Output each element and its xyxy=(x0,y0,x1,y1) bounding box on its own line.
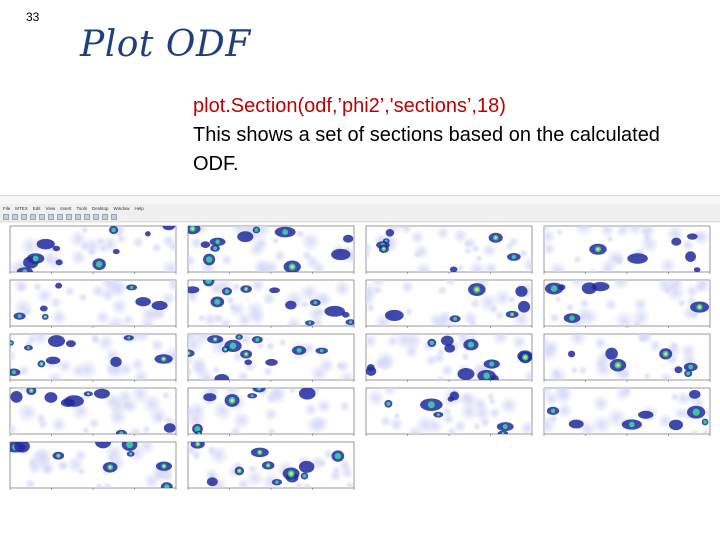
odf-sections-grid xyxy=(0,223,720,491)
odf-section-panel xyxy=(365,333,533,382)
odf-section-panel xyxy=(187,387,355,436)
print-icon[interactable] xyxy=(30,213,36,220)
odf-section-panel xyxy=(543,225,711,274)
zoom-in-icon[interactable] xyxy=(48,213,54,220)
pointer-icon[interactable] xyxy=(39,213,45,220)
odf-sections-canvas xyxy=(9,225,711,490)
odf-section-panel xyxy=(9,387,177,436)
odf-section-panel xyxy=(365,225,533,274)
slide-title: Plot ODF xyxy=(80,24,251,65)
odf-section-panel xyxy=(187,333,355,382)
brush-icon[interactable] xyxy=(93,213,99,220)
menu-item-insert[interactable]: Insert xyxy=(60,205,72,211)
zoom-out-icon[interactable] xyxy=(57,213,63,220)
odf-section-panel xyxy=(9,279,177,328)
menu-item-mtex[interactable]: MTEX xyxy=(15,205,28,211)
menu-item-tools[interactable]: Tools xyxy=(76,205,88,211)
menu-item-file[interactable]: File xyxy=(3,205,11,211)
menu-item-edit[interactable]: Edit xyxy=(32,205,41,211)
menu-bar: File MTEX Edit View Insert Tools Desktop Window… xyxy=(0,204,720,212)
odf-section-panel xyxy=(543,279,711,328)
rotate-icon[interactable] xyxy=(75,213,81,220)
legend-icon[interactable] xyxy=(111,213,117,220)
odf-section-panel xyxy=(365,387,533,436)
figure-toolbar xyxy=(0,212,720,222)
pan-icon[interactable] xyxy=(66,213,72,220)
odf-section-panel xyxy=(187,441,355,490)
slide-number: 33 xyxy=(26,10,40,24)
slide-body: plot.Section(odf,’phi2’,'sections’,18) T… xyxy=(193,92,703,179)
menu-item-help[interactable]: Help xyxy=(134,205,144,211)
odf-section-panel xyxy=(9,225,177,274)
menu-item-desktop[interactable]: Desktop xyxy=(92,205,109,211)
description-text: This shows a set of sections based on th… xyxy=(193,124,660,175)
menu-item-view[interactable]: View xyxy=(45,205,56,211)
odf-section-panel xyxy=(9,333,177,382)
save-icon[interactable] xyxy=(21,213,27,220)
odf-section-panel xyxy=(187,225,355,274)
odf-section-panel xyxy=(365,279,533,328)
colorbar-icon[interactable] xyxy=(102,213,108,220)
odf-section-panel xyxy=(543,333,711,382)
odf-section-panel xyxy=(543,387,711,436)
new-icon[interactable] xyxy=(3,213,9,220)
odf-section-panel xyxy=(9,441,177,490)
figure-window: File MTEX Edit View Insert Tools Desktop Window… xyxy=(0,195,720,491)
menu-item-window[interactable]: Window xyxy=(113,205,130,211)
open-icon[interactable] xyxy=(12,213,18,220)
datacursor-icon[interactable] xyxy=(84,213,90,220)
odf-section-panel xyxy=(187,279,355,328)
code-line: plot.Section(odf,’phi2’,'sections’,18) xyxy=(193,95,506,117)
window-titlebar xyxy=(0,196,720,204)
